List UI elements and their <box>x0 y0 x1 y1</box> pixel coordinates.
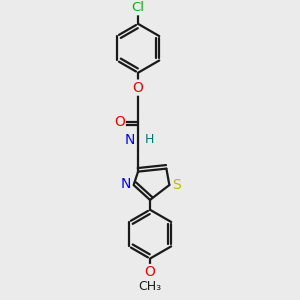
Text: N: N <box>125 133 135 147</box>
Text: CH₃: CH₃ <box>138 280 162 293</box>
Text: Cl: Cl <box>132 1 145 14</box>
Text: O: O <box>133 81 143 94</box>
Text: N: N <box>121 176 131 190</box>
Text: H: H <box>145 133 154 146</box>
Text: S: S <box>172 178 181 192</box>
Text: O: O <box>114 115 125 129</box>
Text: O: O <box>145 265 155 279</box>
